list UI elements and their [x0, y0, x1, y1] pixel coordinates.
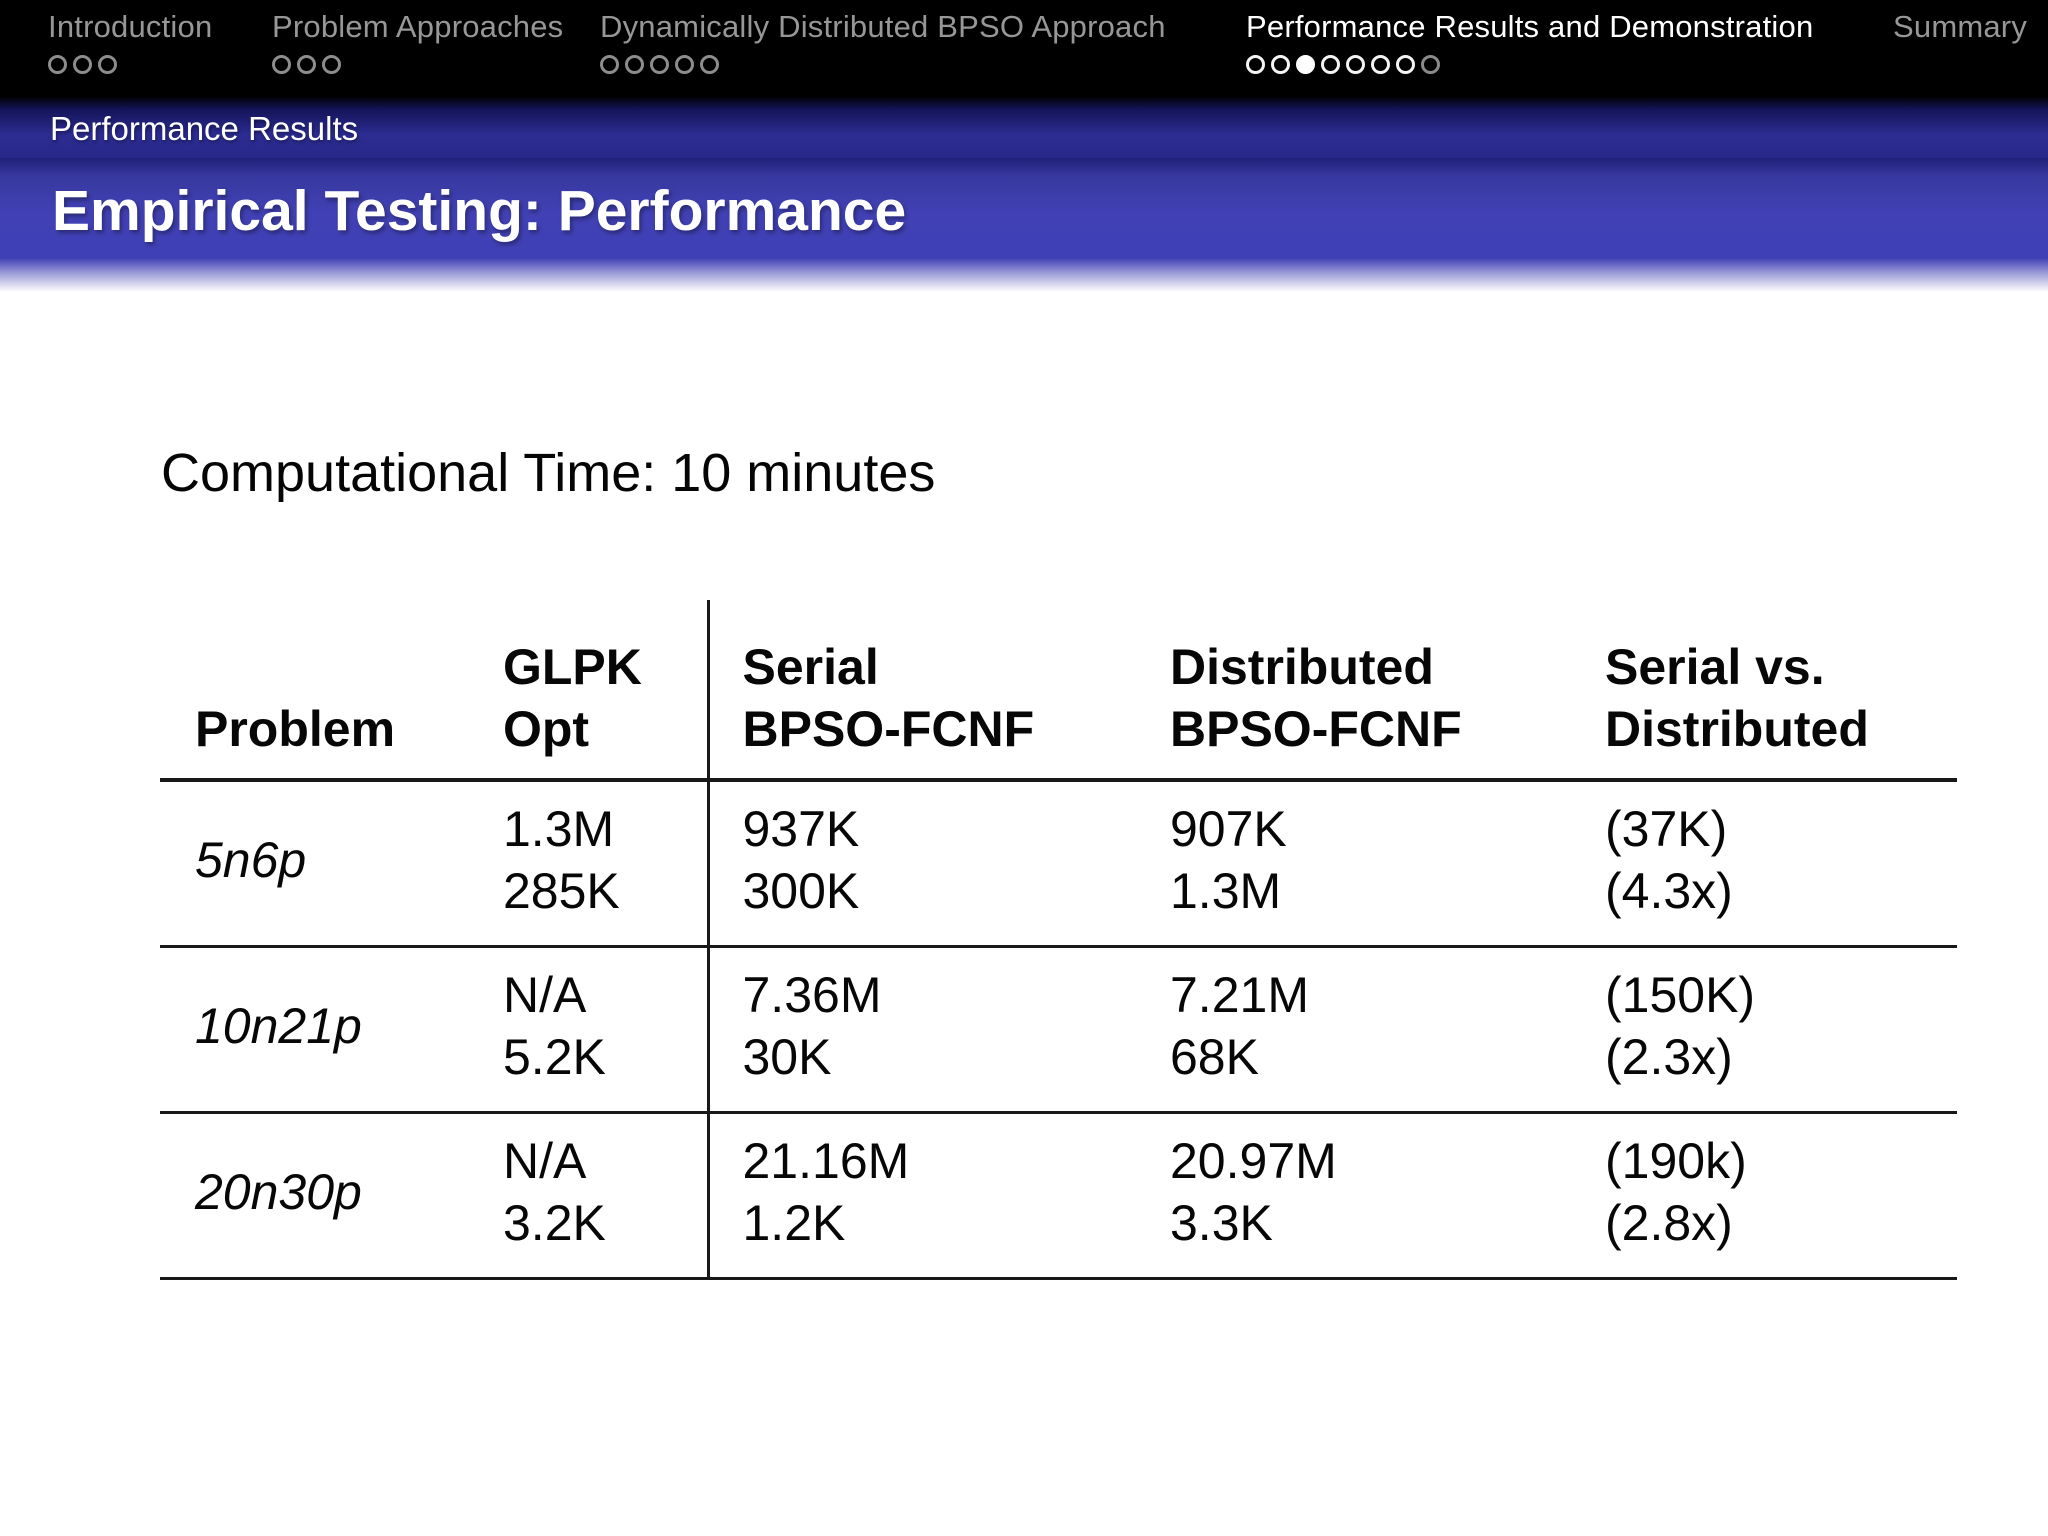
- nav-progress-dot[interactable]: [272, 54, 291, 74]
- table-header-row: Problem GLPK Opt Serial BPSO-FCNF Distri…: [160, 600, 1957, 782]
- nav-section-summary[interactable]: Summary: [1893, 8, 2027, 75]
- serial-values: 937K 300K: [706, 780, 1170, 948]
- distributed-values: 7.21M 68K: [1170, 946, 1605, 1114]
- section-navigation-bar: Introduction Problem Approaches Dynamica…: [0, 0, 2048, 96]
- nav-section-problem-approaches[interactable]: Problem Approaches: [272, 8, 563, 75]
- nav-progress-dot[interactable]: [700, 54, 719, 74]
- nav-section-label[interactable]: Problem Approaches: [272, 9, 564, 44]
- nav-section-label[interactable]: Performance Results and Demonstration: [1246, 9, 1814, 44]
- performance-results-table: Problem GLPK Opt Serial BPSO-FCNF Distri…: [160, 600, 1957, 1280]
- frame-title-bar: Empirical Testing: Performance: [0, 158, 2048, 258]
- title-bar-fade: [0, 258, 2048, 292]
- nav-progress-dot[interactable]: [1396, 54, 1415, 74]
- subsection-title: Performance Results: [50, 110, 359, 147]
- header-problem: Problem: [160, 600, 503, 782]
- nav-progress-dot[interactable]: [98, 54, 117, 74]
- nav-progress-dot[interactable]: [1296, 54, 1315, 74]
- nav-section-performance-results[interactable]: Performance Results and Demonstration: [1246, 8, 1813, 75]
- computational-time-text: Computational Time: 10 minutes: [161, 443, 936, 503]
- nav-section-bpso-approach[interactable]: Dynamically Distributed BPSO Approach: [600, 8, 1166, 75]
- nav-progress-dot[interactable]: [1421, 54, 1440, 74]
- comparison-values: (37K) (4.3x): [1605, 780, 1957, 948]
- nav-section-label[interactable]: Dynamically Distributed BPSO Approach: [600, 9, 1166, 44]
- nav-progress-dot[interactable]: [297, 54, 316, 74]
- serial-values: 7.36M 30K: [706, 946, 1170, 1114]
- table-row: 5n6p 1.3M 285K 937K 300K 907K 1.3M (37K)…: [160, 780, 1957, 948]
- header-serial-bpso: Serial BPSO-FCNF: [706, 600, 1170, 782]
- glpk-values: 1.3M 285K: [503, 780, 708, 948]
- nav-progress-dot[interactable]: [600, 54, 619, 74]
- comparison-values: (150K) (2.3x): [1605, 946, 1957, 1114]
- table-row: 20n30p N/A 3.2K 21.16M 1.2K 20.97M 3.3K …: [160, 1112, 1957, 1280]
- nav-progress-dot[interactable]: [1321, 54, 1340, 74]
- nav-progress-dot[interactable]: [1346, 54, 1365, 74]
- nav-section-introduction[interactable]: Introduction: [48, 8, 212, 75]
- distributed-values: 20.97M 3.3K: [1170, 1112, 1605, 1280]
- table-row: 10n21p N/A 5.2K 7.36M 30K 7.21M 68K (150…: [160, 946, 1957, 1114]
- nav-progress-dots: [272, 53, 563, 75]
- nav-progress-dot[interactable]: [322, 54, 341, 74]
- nav-progress-dot[interactable]: [1371, 54, 1390, 74]
- nav-section-label[interactable]: Introduction: [48, 9, 213, 44]
- nav-progress-dots: [1893, 53, 2027, 75]
- problem-name: 20n30p: [160, 1112, 503, 1280]
- nav-section-label[interactable]: Summary: [1893, 9, 2028, 44]
- glpk-values: N/A 3.2K: [503, 1112, 708, 1280]
- header-glpk-opt: GLPK Opt: [503, 600, 708, 782]
- glpk-values: N/A 5.2K: [503, 946, 708, 1114]
- nav-progress-dot[interactable]: [625, 54, 644, 74]
- nav-progress-dots: [1246, 53, 1813, 75]
- serial-values: 21.16M 1.2K: [706, 1112, 1170, 1280]
- frame-title: Empirical Testing: Performance: [52, 179, 907, 243]
- comparison-values: (190k) (2.8x): [1605, 1112, 1957, 1280]
- problem-name: 10n21p: [160, 946, 503, 1114]
- nav-progress-dot[interactable]: [1246, 54, 1265, 74]
- header-distributed-bpso: Distributed BPSO-FCNF: [1170, 600, 1605, 782]
- problem-name: 5n6p: [160, 780, 503, 948]
- header-serial-vs-distributed: Serial vs. Distributed: [1605, 600, 1957, 782]
- nav-progress-dot[interactable]: [73, 54, 92, 74]
- nav-progress-dots: [600, 53, 1166, 75]
- distributed-values: 907K 1.3M: [1170, 780, 1605, 948]
- nav-progress-dot[interactable]: [48, 54, 67, 74]
- subsection-bar: Performance Results: [0, 96, 2048, 158]
- nav-progress-dot[interactable]: [650, 54, 669, 74]
- nav-progress-dot[interactable]: [675, 54, 694, 74]
- nav-progress-dot[interactable]: [1271, 54, 1290, 74]
- nav-progress-dots: [48, 53, 212, 75]
